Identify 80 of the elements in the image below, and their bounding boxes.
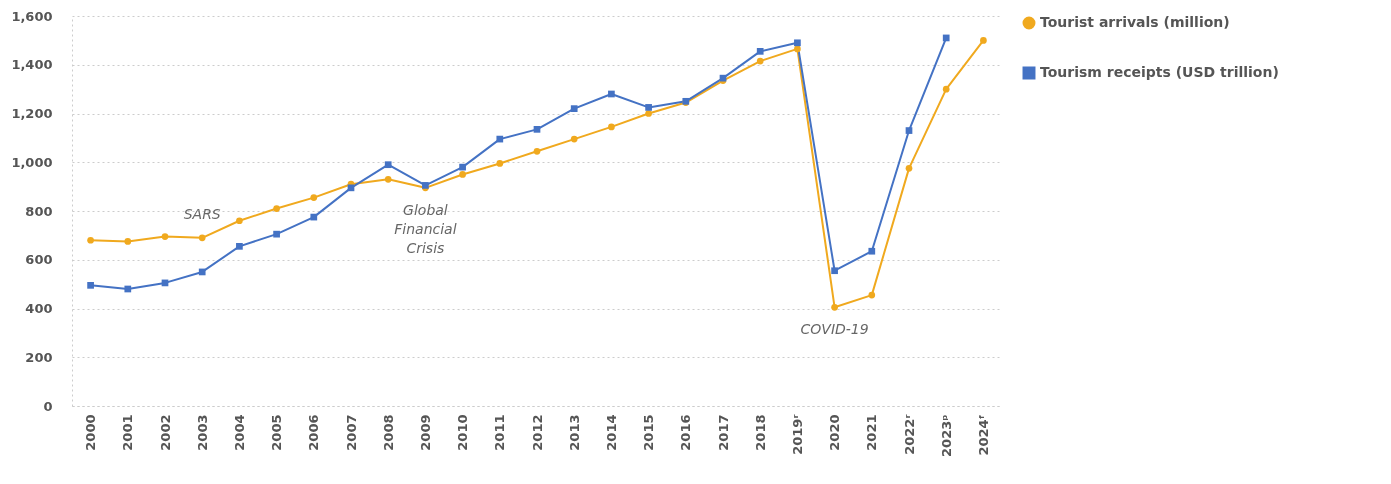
point <box>236 242 243 250</box>
point <box>794 39 801 47</box>
point <box>310 213 318 221</box>
point <box>794 45 801 53</box>
annotation: COVID-19 <box>800 321 869 338</box>
point <box>942 34 950 42</box>
point <box>868 247 876 255</box>
point <box>161 233 169 240</box>
point <box>496 160 504 167</box>
point <box>831 303 838 311</box>
y-tick-label: 1,000 <box>11 154 53 170</box>
y-tick-label: 0 <box>43 398 53 414</box>
y-tick-label: 1,600 <box>11 8 53 24</box>
point <box>273 230 280 238</box>
x-tick-label: 2008 <box>380 414 396 451</box>
legend-label: Tourist arrivals (million) <box>1040 14 1230 30</box>
x-tick-label: 2011 <box>492 414 508 451</box>
y-tick-label: 400 <box>25 301 53 316</box>
x-tick-label: 2021 <box>864 414 880 451</box>
x-tick-label: 2003 <box>194 414 210 451</box>
point <box>570 135 578 143</box>
x-tick-label: 2022ʳ <box>901 413 917 455</box>
point <box>347 184 355 192</box>
x-tick-label: 2024ᶠ <box>975 414 991 456</box>
x-tick-label: 2010 <box>455 414 471 451</box>
point <box>273 205 280 212</box>
point <box>831 267 838 275</box>
x-tick-label: 2004 <box>231 414 247 451</box>
y-tick-label: 1,400 <box>11 57 53 73</box>
annotation: SARS <box>183 205 221 222</box>
x-tick-label: 2013 <box>566 414 582 451</box>
point <box>645 110 652 117</box>
annotation: Global Financial Crisis <box>394 201 457 256</box>
point <box>459 171 466 178</box>
point <box>868 291 876 299</box>
point <box>236 217 243 225</box>
point <box>124 285 132 293</box>
x-tick-label: 2000 <box>83 414 99 451</box>
y-tick-label: 1,200 <box>11 106 53 121</box>
x-tick-label: 2007 <box>343 414 359 451</box>
point <box>533 125 541 133</box>
point <box>384 161 392 169</box>
point <box>608 90 615 98</box>
point <box>87 236 94 244</box>
x-tick-label: 2014 <box>603 414 619 451</box>
point <box>384 175 392 183</box>
point <box>198 234 206 242</box>
point <box>570 105 578 112</box>
point <box>310 194 318 201</box>
point <box>756 57 764 65</box>
x-tick-label: 2006 <box>306 414 322 451</box>
point <box>980 37 987 44</box>
point <box>496 135 504 143</box>
point <box>87 281 94 289</box>
x-tick-label: 2019ʳ <box>789 413 805 455</box>
x-tick-label: 2002 <box>157 414 173 451</box>
point <box>905 127 913 134</box>
point <box>645 104 652 111</box>
x-tick-label: 2016 <box>678 414 694 451</box>
y-tick-label: 800 <box>25 203 53 219</box>
point <box>608 123 615 131</box>
y-tick-label: 200 <box>25 349 53 365</box>
x-tick-label: 2009 <box>417 414 433 451</box>
x-tick-label: 2012 <box>529 414 545 451</box>
point <box>198 268 206 276</box>
x-tick-label: 2023ᵖ <box>938 414 954 457</box>
point <box>756 47 764 55</box>
x-tick-label: 2001 <box>120 414 136 451</box>
point <box>905 165 913 172</box>
legend-label: Tourism receipts (USD trillion) <box>1040 64 1279 80</box>
x-tick-label: 2017 <box>715 414 731 451</box>
x-tick-label: 2005 <box>269 414 285 451</box>
point <box>124 238 132 245</box>
x-tick-label: 2018 <box>752 414 768 451</box>
point <box>533 147 541 155</box>
x-tick-label: 2015 <box>641 414 657 451</box>
point <box>942 85 950 93</box>
x-tick-label: 2020 <box>827 414 843 451</box>
y-tick-label: 600 <box>25 252 53 268</box>
point <box>459 163 466 171</box>
